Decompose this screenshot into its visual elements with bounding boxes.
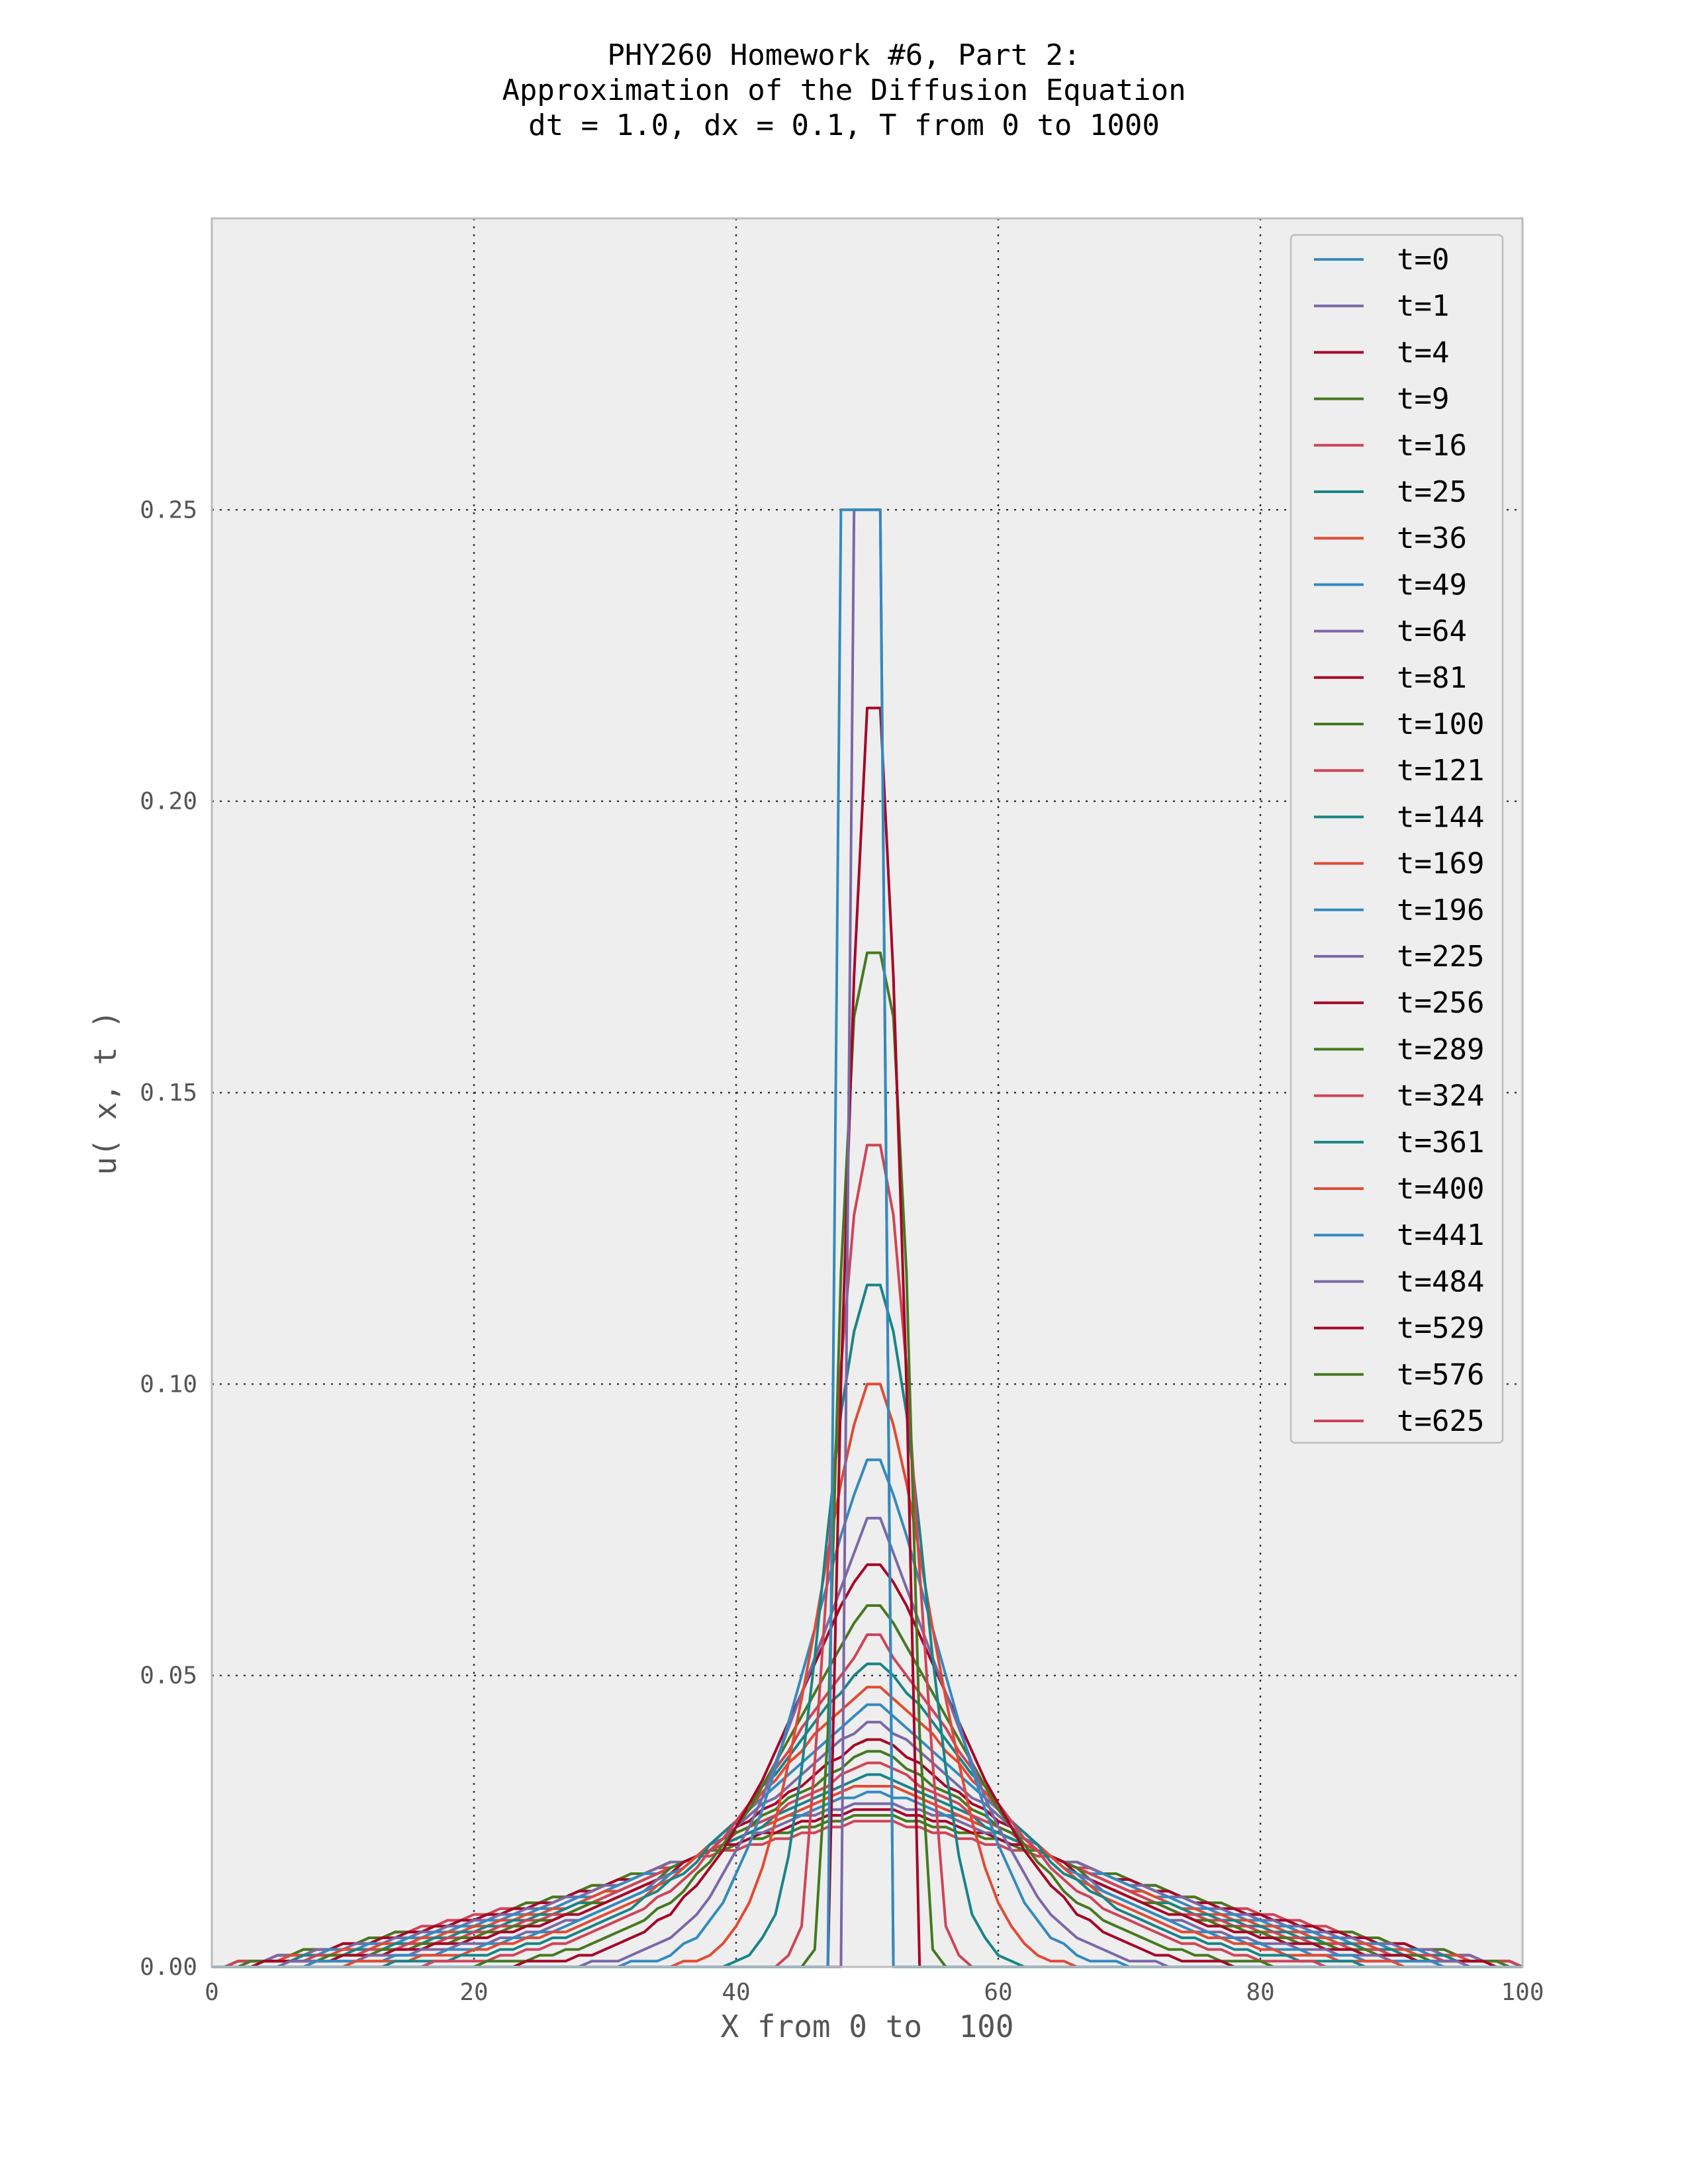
legend-label: t=4 <box>1397 336 1449 369</box>
plot-frame <box>211 217 1524 1968</box>
title-line-2: Approximation of the Diffusion Equation <box>502 73 1186 107</box>
legend-item-t-529: t=529 <box>1314 1312 1484 1345</box>
legend-label: t=324 <box>1397 1079 1484 1113</box>
x-tick-label: 20 <box>459 1979 488 2006</box>
legend-item-t-1: t=1 <box>1314 289 1449 323</box>
legend-item-t-225: t=225 <box>1314 940 1484 974</box>
legend-label: t=100 <box>1397 707 1484 741</box>
legend-label: t=441 <box>1397 1218 1484 1252</box>
series-line-t-529 <box>212 1808 1523 1968</box>
legend-item-t-625: t=625 <box>1314 1404 1484 1438</box>
y-tick-label: 0.00 <box>140 1954 197 1981</box>
y-tick-label: 0.10 <box>140 1371 197 1398</box>
x-tick-labels: 0 20 40 60 80 100 <box>205 1979 1544 2006</box>
series-line-t-361 <box>212 1773 1523 1968</box>
legend-item-t-324: t=324 <box>1314 1079 1484 1113</box>
series-line-t-625 <box>212 1819 1523 1968</box>
legend-label: t=289 <box>1397 1032 1484 1066</box>
y-tick-labels: 0.00 0.05 0.10 0.15 0.20 0.25 <box>140 496 197 1981</box>
legend-label: t=484 <box>1397 1265 1484 1298</box>
legend-label: t=9 <box>1397 383 1449 416</box>
legend-label: t=1 <box>1397 289 1449 323</box>
x-tick-label: 100 <box>1501 1979 1544 2006</box>
legend-item-t-256: t=256 <box>1314 986 1484 1020</box>
legend-label: t=625 <box>1397 1404 1484 1438</box>
y-tick-label: 0.25 <box>140 496 197 523</box>
chart-title: PHY260 Homework #6, Part 2: Approximatio… <box>502 38 1186 142</box>
legend-item-t-16: t=16 <box>1314 429 1467 463</box>
series-line-t-121 <box>212 1633 1523 1968</box>
legend-label: t=0 <box>1397 243 1449 277</box>
y-axis-label: u( x, t ) <box>87 1010 123 1175</box>
legend-item-t-361: t=361 <box>1314 1126 1484 1160</box>
legend-frame <box>1289 234 1504 1444</box>
legend: t=0 t=1 t=4 t=9 t=16 t=25 t=36 t=49 t=64 t=81 t=10… <box>1289 234 1504 1444</box>
legend-label: t=400 <box>1397 1172 1484 1206</box>
legend-item-t-144: t=144 <box>1314 800 1484 834</box>
legend-label: t=529 <box>1397 1312 1484 1345</box>
legend-item-t-4: t=4 <box>1314 336 1449 369</box>
x-tick-label: 60 <box>984 1979 1012 2006</box>
title-line-3: dt = 1.0, dx = 0.1, T from 0 to 1000 <box>528 109 1160 142</box>
legend-item-t-289: t=289 <box>1314 1032 1484 1066</box>
x-tick-label: 80 <box>1246 1979 1274 2006</box>
legend-item-t-25: t=25 <box>1314 475 1467 509</box>
legend-item-t-36: t=36 <box>1314 522 1467 555</box>
legend-label: t=81 <box>1397 661 1467 695</box>
legend-item-t-169: t=169 <box>1314 847 1484 881</box>
legend-label: t=16 <box>1397 429 1467 463</box>
y-tick-label: 0.15 <box>140 1079 197 1107</box>
x-axis-label: X from 0 to 100 <box>720 2009 1013 2044</box>
legend-item-t-400: t=400 <box>1314 1172 1484 1206</box>
legend-item-t-81: t=81 <box>1314 661 1467 695</box>
series-line-t-400 <box>212 1785 1523 1968</box>
legend-item-t-0: t=0 <box>1314 243 1449 277</box>
y-tick-label: 0.20 <box>140 788 197 815</box>
legend-item-t-196: t=196 <box>1314 893 1484 927</box>
legend-label: t=225 <box>1397 940 1484 974</box>
title-line-1: PHY260 Homework #6, Part 2: <box>607 38 1080 72</box>
legend-label: t=361 <box>1397 1126 1484 1160</box>
series-line-t-256 <box>212 1738 1523 1968</box>
legend-label: t=144 <box>1397 800 1484 834</box>
y-tick-label: 0.05 <box>140 1662 197 1690</box>
legend-item-t-64: t=64 <box>1314 615 1467 649</box>
legend-item-t-49: t=49 <box>1314 568 1467 602</box>
legend-item-t-441: t=441 <box>1314 1218 1484 1252</box>
grid-lines <box>212 218 1523 1967</box>
legend-item-t-9: t=9 <box>1314 383 1449 416</box>
legend-label: t=576 <box>1397 1358 1484 1392</box>
legend-label: t=169 <box>1397 847 1484 881</box>
x-tick-label: 40 <box>722 1979 750 2006</box>
legend-label: t=36 <box>1397 522 1467 555</box>
series-line-t-169 <box>212 1686 1523 1968</box>
legend-item-t-576: t=576 <box>1314 1358 1484 1392</box>
series-line-t-225 <box>212 1721 1523 1968</box>
legend-label: t=64 <box>1397 615 1467 649</box>
legend-entries: t=0 t=1 t=4 t=9 t=16 t=25 t=36 t=49 t=64 t=81 t=10… <box>1314 243 1484 1438</box>
legend-item-t-121: t=121 <box>1314 754 1484 788</box>
x-tick-label: 0 <box>205 1979 219 2006</box>
series-line-t-441 <box>212 1790 1523 1968</box>
legend-label: t=49 <box>1397 568 1467 602</box>
legend-item-t-100: t=100 <box>1314 707 1484 741</box>
legend-label: t=196 <box>1397 893 1484 927</box>
legend-label: t=25 <box>1397 475 1467 509</box>
legend-label: t=121 <box>1397 754 1484 788</box>
series-line-t-484 <box>212 1802 1523 1968</box>
legend-item-t-484: t=484 <box>1314 1265 1484 1298</box>
legend-label: t=256 <box>1397 986 1484 1020</box>
